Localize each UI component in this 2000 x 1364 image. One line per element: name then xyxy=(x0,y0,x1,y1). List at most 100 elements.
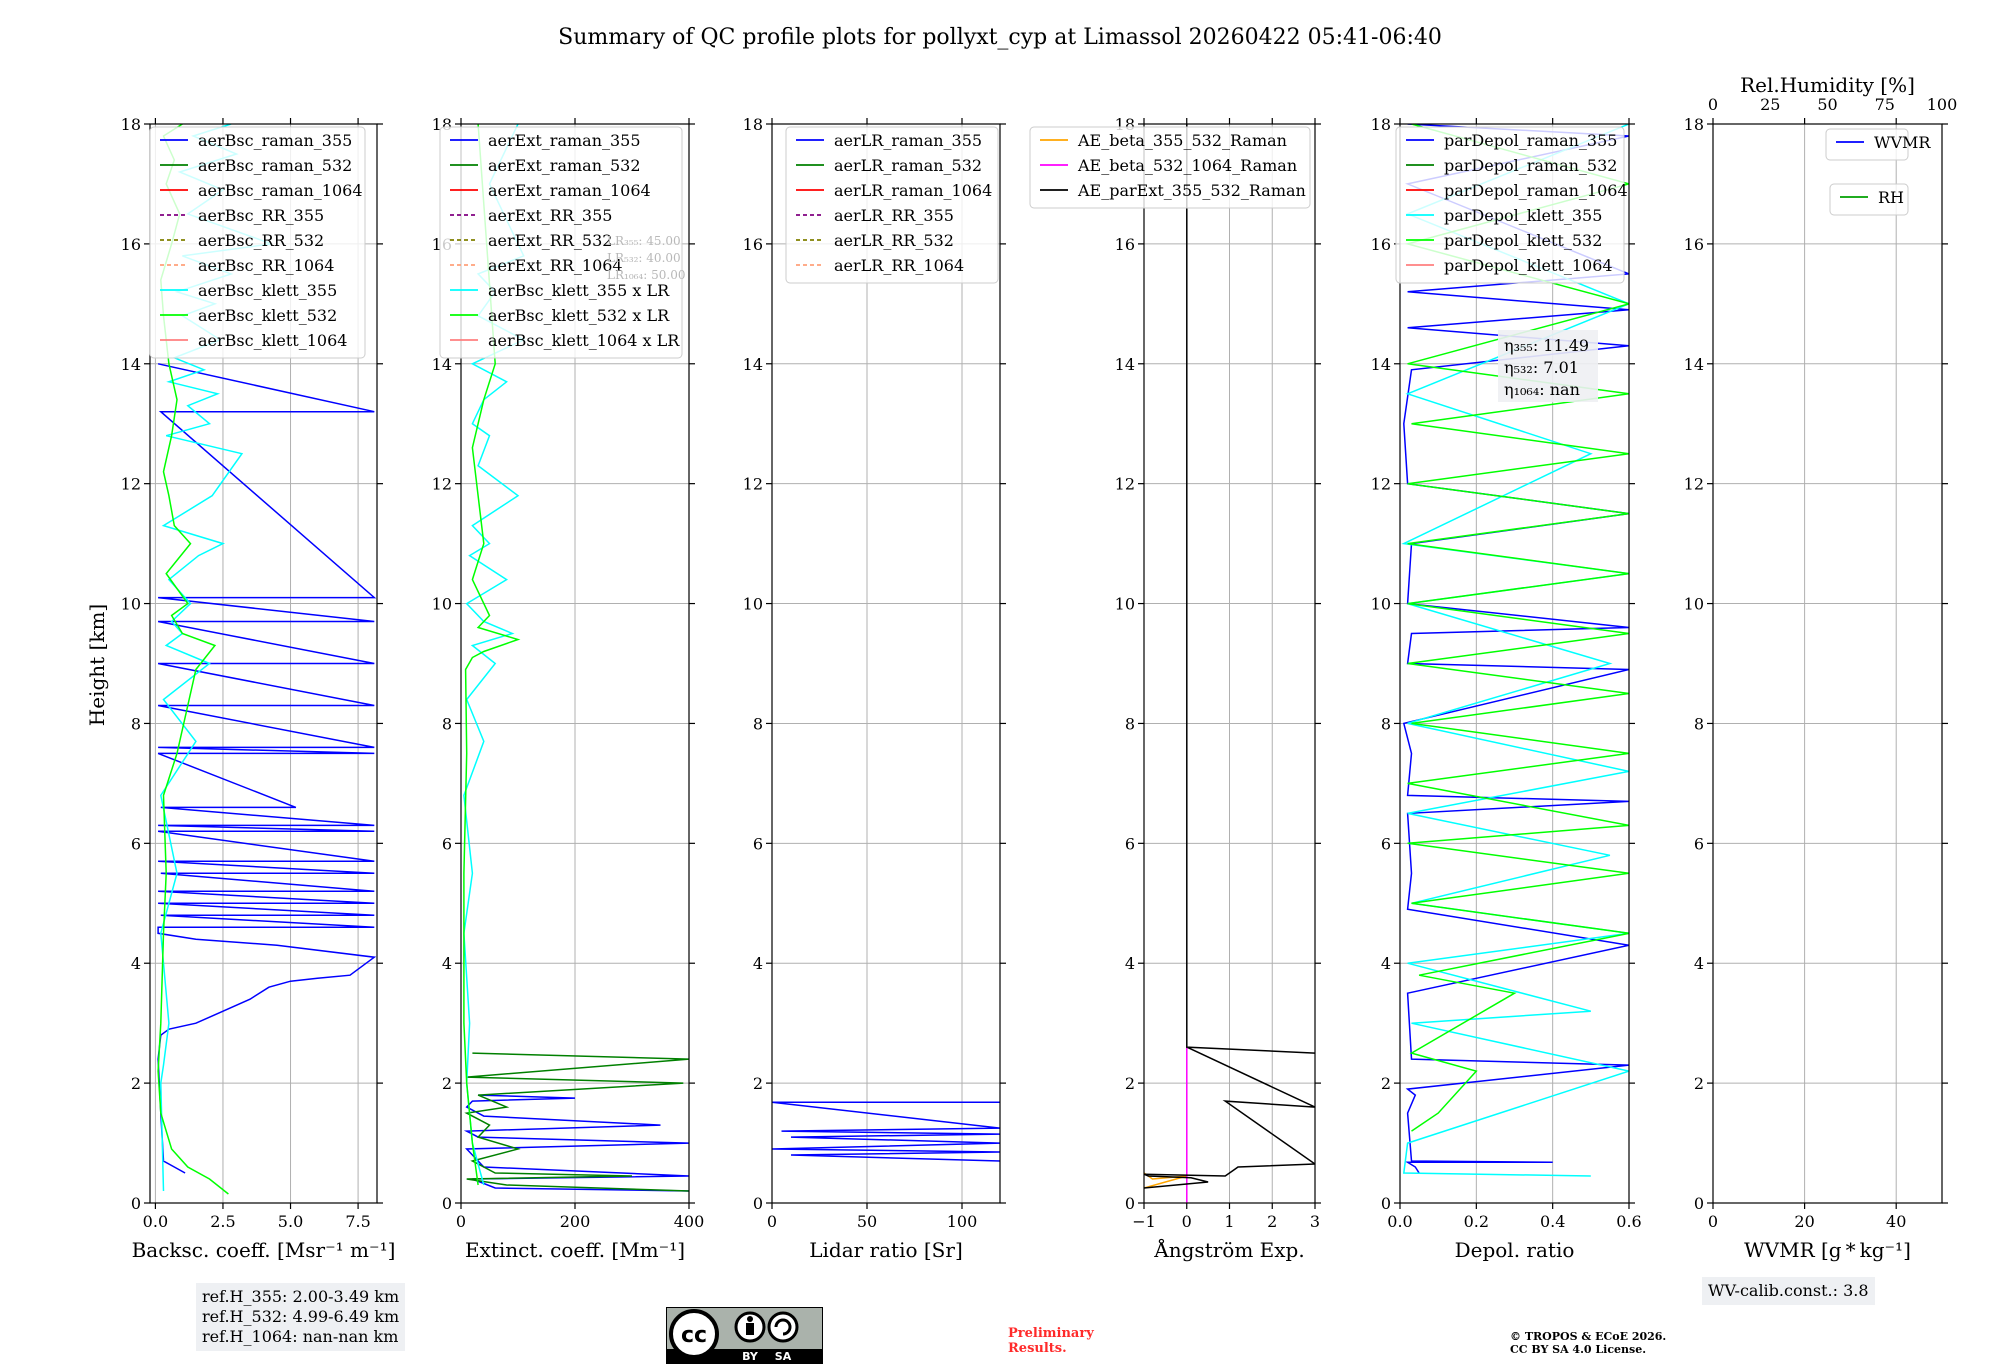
preliminary-line-2: Results. xyxy=(1008,1341,1067,1356)
y-tick-label: 8 xyxy=(131,714,141,733)
legend-label: aerLR_RR_1064 xyxy=(834,256,964,275)
cc-logo-icon xyxy=(669,1309,719,1359)
y-tick-label: 10 xyxy=(121,595,141,614)
legend-label: aerBsc_RR_355 xyxy=(198,206,324,225)
x-tick-label: 0.6 xyxy=(1616,1212,1641,1231)
x-tick-label: 40 xyxy=(1886,1212,1906,1231)
secondary-x-tick-label: 25 xyxy=(1760,95,1780,114)
secondary-x-tick-label: 100 xyxy=(1927,95,1958,114)
y-tick-label: 6 xyxy=(753,834,763,853)
legend-label: aerLR_RR_532 xyxy=(834,231,954,250)
legend-box xyxy=(1029,126,1311,209)
y-tick-label: 2 xyxy=(753,1074,763,1093)
legend-label: aerBsc_klett_1064 x LR xyxy=(488,331,680,350)
secondary-x-tick-label: 75 xyxy=(1875,95,1895,114)
y-tick-label: 0 xyxy=(131,1194,141,1213)
copyright-note: © TROPOS & ECoE 2026. CC BY SA 4.0 Licen… xyxy=(1510,1330,1666,1356)
x-tick-label: 3 xyxy=(1310,1212,1320,1231)
cc-logo-text: cc xyxy=(681,1323,707,1348)
y-tick-label: 16 xyxy=(1115,235,1135,254)
legend-box xyxy=(1825,128,1909,161)
x-tick-label: 2.5 xyxy=(210,1212,235,1231)
y-tick-label: 8 xyxy=(1694,714,1704,733)
eta-value: η₅₃₂: 7.01 xyxy=(1504,358,1579,377)
y-tick-label: 8 xyxy=(753,714,763,733)
x-tick-label: 7.5 xyxy=(345,1212,370,1231)
legend-label: WVMR xyxy=(1874,133,1931,152)
eta-box xyxy=(1498,330,1598,402)
y-tick-label: 16 xyxy=(743,235,763,254)
preliminary-line-1: Preliminary xyxy=(1008,1326,1094,1341)
lidar-ratio-note: LR₁₀₆₄: 50.00 xyxy=(607,268,685,282)
y-tick-label: 10 xyxy=(1684,595,1704,614)
y-tick-label: 8 xyxy=(1381,714,1391,733)
x-axis-label: Extinct. coeff. [Mm⁻¹] xyxy=(465,1238,685,1262)
y-tick-label: 8 xyxy=(442,714,452,733)
y-tick-label: 14 xyxy=(432,355,452,374)
x-tick-label: 0.2 xyxy=(1464,1212,1489,1231)
y-tick-label: 14 xyxy=(1115,355,1135,374)
legend-label: aerBsc_raman_532 xyxy=(198,156,352,175)
legend-label: aerBsc_raman_1064 xyxy=(198,181,363,200)
panel-frame xyxy=(1712,123,1943,1204)
copyright-line-1: © TROPOS & ECoE 2026. xyxy=(1510,1330,1667,1343)
x-axis-label: WVMR [g * kg⁻¹] xyxy=(1744,1238,1911,1262)
legend-label: AE_parExt_355_532_Raman xyxy=(1077,181,1306,200)
y-tick-label: 10 xyxy=(1115,595,1135,614)
x-tick-label: 50 xyxy=(857,1212,877,1231)
panel-frame xyxy=(1399,123,1630,1204)
legend-label: AE_beta_355_532_Raman xyxy=(1077,131,1287,150)
y-tick-label: 8 xyxy=(1125,714,1135,733)
x-tick-label: 0.0 xyxy=(1387,1212,1412,1231)
legend-label: aerBsc_klett_532 x LR xyxy=(488,306,670,325)
legend-label: aerLR_raman_532 xyxy=(834,156,982,175)
y-tick-label: 0 xyxy=(1125,1194,1135,1213)
legend-box xyxy=(1395,126,1625,284)
cc-by-label: BY xyxy=(742,1350,759,1363)
legend-label: parDepol_klett_532 xyxy=(1444,231,1602,250)
x-tick-label: 0 xyxy=(1182,1212,1192,1231)
panel-depolarization: 0 2 4 6 8 10 12 14 16 18 0.0 0.2 0.4 0.6 Depol. ratio p… xyxy=(1371,115,1642,1262)
lidar-ratio-note: LR₅₃₂: 40.00 xyxy=(607,251,681,265)
legend-label: parDepol_raman_355 xyxy=(1444,131,1617,150)
x-axis-label: Depol. ratio xyxy=(1455,1238,1575,1262)
y-tick-label: 4 xyxy=(1381,954,1391,973)
x-tick-label: 0 xyxy=(767,1212,777,1231)
y-tick-label: 16 xyxy=(1684,235,1704,254)
y-tick-label: 12 xyxy=(121,475,141,494)
y-tick-label: 0 xyxy=(1694,1194,1704,1213)
y-tick-label: 10 xyxy=(1371,595,1391,614)
secondary-x-tick-label: 50 xyxy=(1817,95,1837,114)
x-tick-label: 5.0 xyxy=(278,1212,303,1231)
legend-label: aerExt_RR_532 xyxy=(488,231,612,250)
legend-label: aerBsc_klett_355 x LR xyxy=(488,281,670,300)
secondary-x-axis-label: Rel.Humidity [%] xyxy=(1740,73,1915,97)
legend-label: aerLR_raman_1064 xyxy=(834,181,992,200)
panel-lidar_ratio: 0 2 4 6 8 10 12 14 16 18 0 50 100 Lidar ratio [Sr] aer… xyxy=(743,115,1006,1262)
legend-label: parDepol_klett_1064 xyxy=(1444,256,1613,275)
reference-height-1064: ref.H_1064: nan-nan km xyxy=(202,1327,399,1346)
x-tick-label: 0.0 xyxy=(143,1212,168,1231)
y-tick-label: 6 xyxy=(1381,834,1391,853)
series-line-aerExt_raman_532 xyxy=(464,1052,689,1192)
y-tick-label: 16 xyxy=(1371,235,1391,254)
legend-label: aerBsc_raman_355 xyxy=(198,131,352,150)
series-line-aerBsc_raman_355 xyxy=(157,363,377,1174)
y-tick-label: 18 xyxy=(1371,115,1391,134)
panel-extinction: 0246810121416180200400Extinct. coeff. [M… xyxy=(432,115,705,1262)
legend-label: aerBsc_RR_532 xyxy=(198,231,324,250)
eta-value: η₁₀₆₄: nan xyxy=(1504,380,1580,399)
y-tick-label: 12 xyxy=(432,475,452,494)
x-tick-label: 2 xyxy=(1267,1212,1277,1231)
y-tick-label: 16 xyxy=(121,235,141,254)
attribution-icon-head xyxy=(747,1316,753,1322)
legend-box xyxy=(149,126,366,359)
legend-label: aerExt_raman_532 xyxy=(488,156,641,175)
legend-label: parDepol_raman_1064 xyxy=(1444,181,1628,200)
legend-box xyxy=(785,126,999,284)
lidar-ratio-note: LR₃₅₅: 45.00 xyxy=(607,234,681,248)
legend-label: aerBsc_klett_532 xyxy=(198,306,337,325)
legend-label: aerLR_RR_355 xyxy=(834,206,954,225)
